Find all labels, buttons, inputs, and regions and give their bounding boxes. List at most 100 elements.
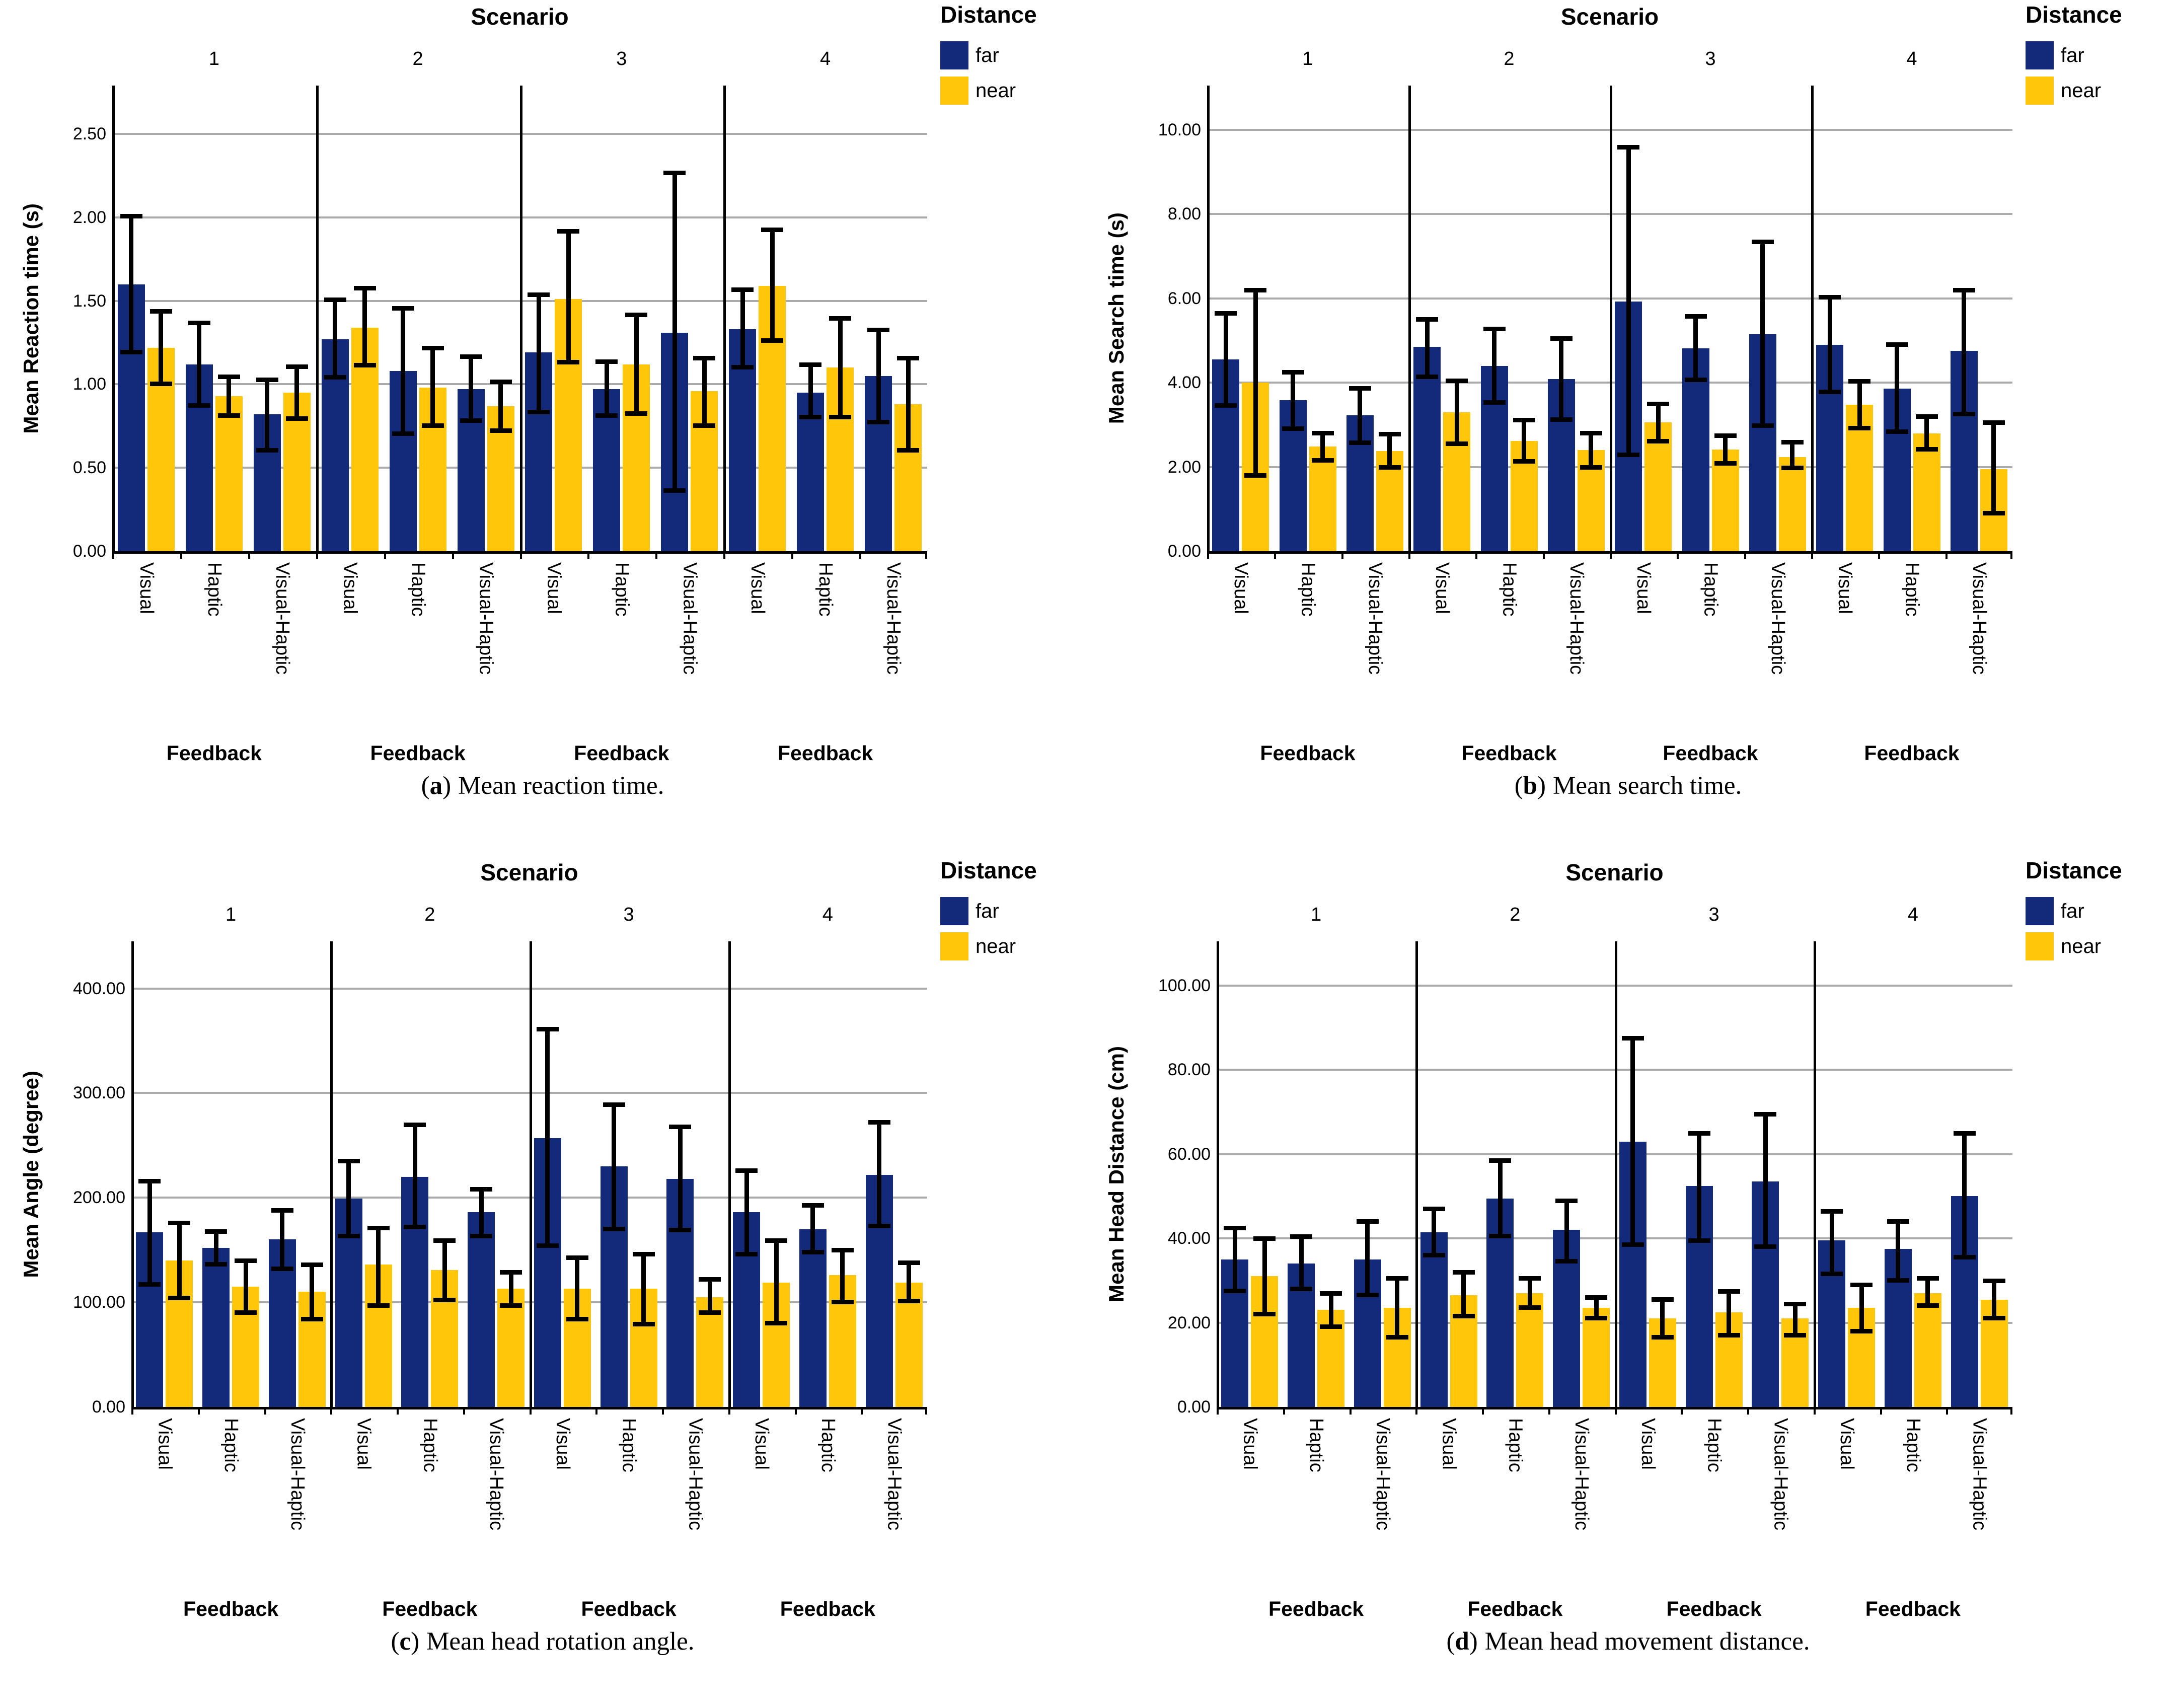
error-bar [197,321,202,408]
error-bar-cap [168,1295,191,1300]
error-bar-cap [1349,440,1371,445]
x-tick-label-haptic: Haptic [1306,1418,1327,1472]
error-bar-cap [500,1303,522,1308]
y-axis-title: Mean Angle (degree) [19,1070,43,1278]
error-bar-cap [566,1316,588,1321]
error-bar [280,1208,285,1271]
legend-label-near: near [976,935,1016,957]
legend-swatch-far [2026,41,2054,69]
error-bar-cap [1751,423,1774,428]
y-tick-label: 100.00 [73,1293,125,1312]
x-axis-tick [1945,551,1948,559]
y-tick-label: 6.00 [1167,288,1201,308]
error-bar-cap [489,379,512,384]
caption-paren: ( [391,1627,400,1656]
error-bar-cap [632,1252,655,1257]
error-bar-cap [1489,1158,1512,1163]
legend-swatch-near [2026,77,2054,105]
error-bar-cap [528,292,550,298]
error-bar-cap [1684,378,1707,383]
error-bar [213,1229,218,1267]
x-axis-tick [131,1407,133,1415]
x-axis-tick [587,551,590,559]
caption-paren: ( [1446,1627,1455,1656]
error-bar-cap [603,1102,625,1107]
error-bar-cap [1320,1291,1342,1296]
error-bar-cap [801,1249,824,1254]
x-tick-label-haptic: Haptic [1505,1418,1526,1472]
error-bar-cap [392,306,414,311]
bar-near-scenario1-haptic [215,396,243,551]
error-bar [1299,1234,1304,1291]
error-bar [641,1252,646,1326]
x-tick-label-haptic: Haptic [611,562,633,617]
error-bar [566,229,571,364]
x-tick-label-visual: Visual [1834,562,1856,614]
error-bar [604,359,609,418]
caption-paren: ) [442,772,452,800]
error-bar [310,1263,315,1321]
error-bar [1630,1036,1635,1247]
error-bar-cap [1688,1131,1710,1136]
error-bar [536,292,541,415]
x-axis-tick [316,551,318,559]
error-bar [442,1238,447,1303]
x-axis-tick [925,551,927,559]
x-tick-label-haptic: Haptic [817,1418,839,1472]
error-bar-cap [1416,317,1439,322]
error-bar-cap [536,1243,559,1248]
x-tick-label-haptic: Haptic [203,562,225,617]
error-bar-cap [1378,432,1401,437]
legend-label-near: near [2061,935,2102,957]
x-tick-label-visual-haptic: Visual-Haptic [286,1418,308,1531]
error-bar-cap [188,403,210,408]
error-bar [1760,240,1765,428]
error-bar [707,1277,712,1315]
error-bar [1656,401,1661,443]
legend-swatch-far [2026,897,2054,925]
x-axis-tick [859,551,862,559]
error-bar-cap [460,354,482,359]
error-bar-cap [663,488,686,493]
error-bar-cap [1550,336,1573,341]
error-bar-cap [595,413,618,418]
caption-paren: ( [421,772,430,800]
x-tick-label-visual: Visual [135,562,157,614]
error-bar-cap [1452,1314,1475,1319]
x-axis-title: Feedback [166,741,262,765]
error-bar-cap [1848,379,1871,384]
y-tick-label: 0.00 [92,1397,125,1417]
x-tick-label-haptic: Haptic [815,562,837,617]
facet-label-1: 1 [208,48,219,69]
error-bar-cap [557,229,580,234]
y-tick-label: 400.00 [73,979,125,998]
error-bar-cap [1717,1289,1740,1294]
x-axis-tick [1548,1407,1550,1415]
error-bar-cap [536,1027,559,1032]
chart-mean-head-rotation-angle: Scenario Distance far near 1 2 3 4 0.00 100.00 200… [0,856,1085,1620]
x-tick-label-visual: Visual [1836,1418,1858,1470]
error-bar-cap [1983,1278,2005,1283]
x-axis-title: Feedback [1865,1597,1961,1620]
error-bar-cap [1784,1301,1807,1306]
error-bar-cap [1253,1236,1276,1241]
x-tick-label-visual: Visual [339,562,361,614]
error-bar-cap [1821,1209,1843,1214]
x-axis-title: Feedback [183,1597,279,1620]
legend-title: Distance [940,2,1037,28]
y-tick-label: 10.00 [1158,120,1201,139]
bar-far-scenario2-visual [1420,1232,1448,1407]
x-tick-label-visual: Visual [543,562,565,614]
x-tick-label-visual-haptic: Visual-Haptic [1767,562,1788,675]
legend-swatch-far [940,41,968,69]
error-bar [702,356,707,428]
y-tick-label: 40.00 [1167,1229,1211,1248]
x-axis-tick [180,551,182,559]
y-axis-line [1408,86,1411,551]
error-bar-cap [1754,1112,1777,1117]
x-tick-label-haptic: Haptic [1297,562,1319,617]
error-bar-cap [669,1124,692,1129]
error-bar-cap [1386,1335,1408,1340]
error-bar-cap [1585,1295,1608,1300]
